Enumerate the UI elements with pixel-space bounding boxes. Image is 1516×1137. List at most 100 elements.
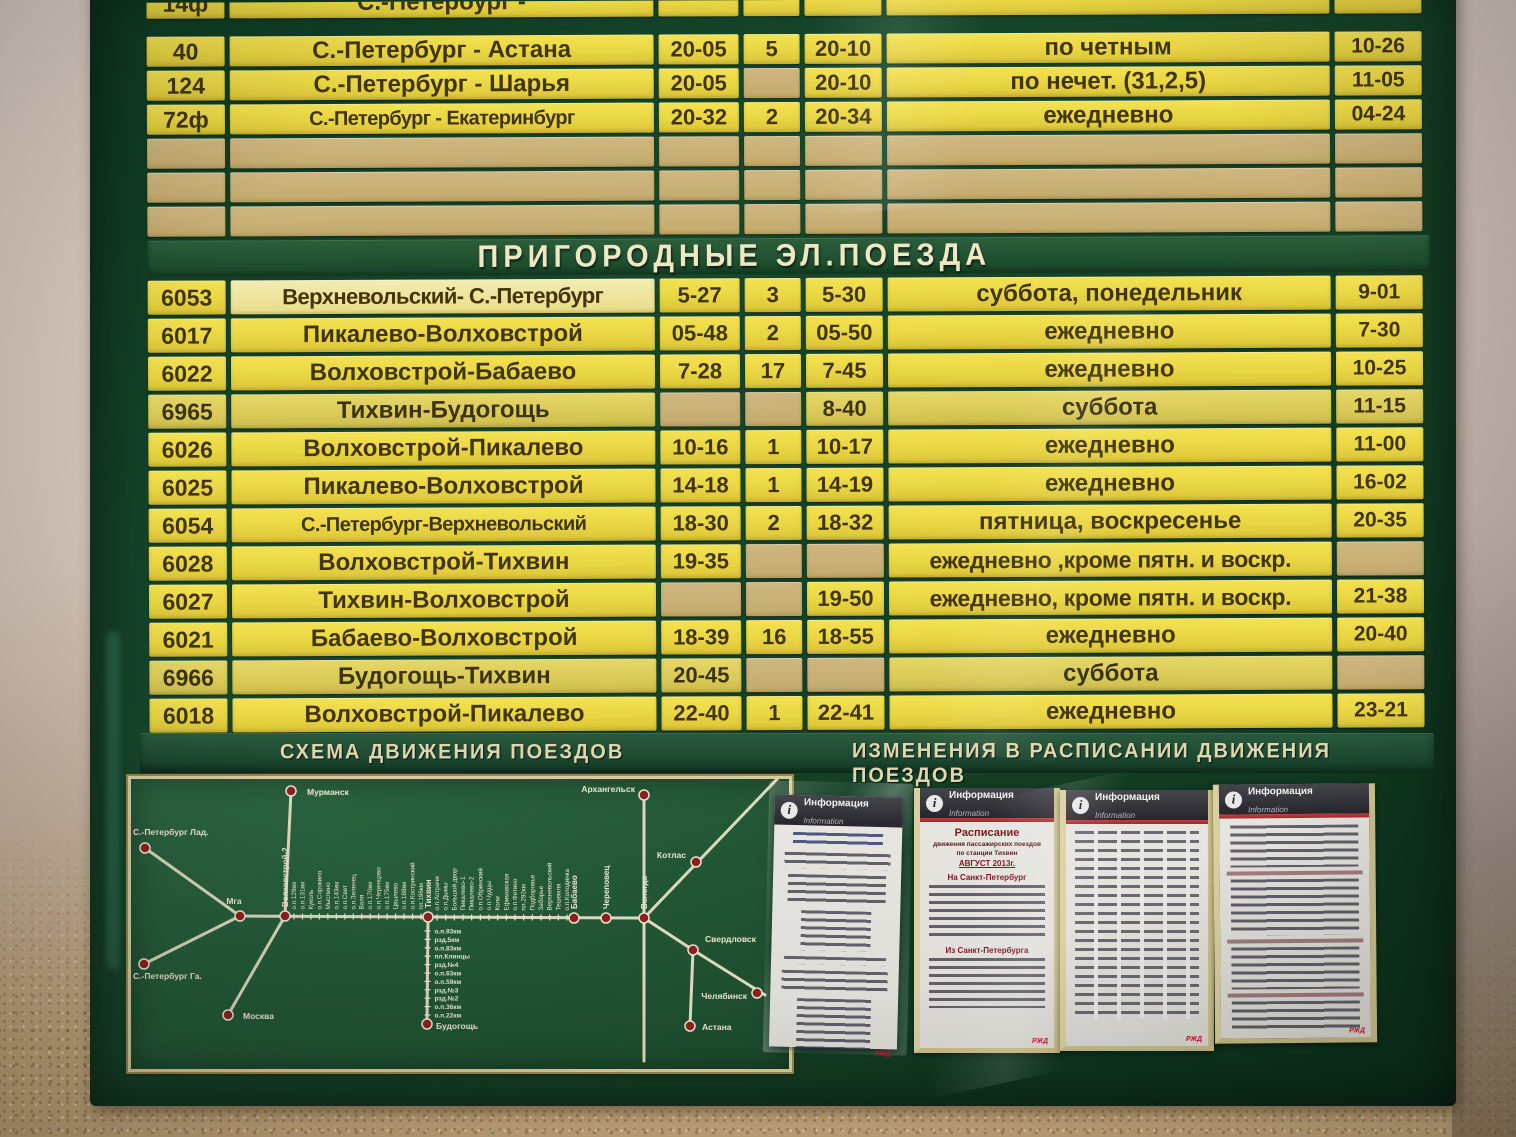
station-dot	[690, 856, 702, 868]
station-label: Свердловск	[705, 934, 757, 944]
stop-label: Мыслино	[325, 882, 332, 910]
track-number	[744, 169, 801, 201]
track-number	[745, 391, 802, 427]
station-dot	[421, 1018, 433, 1030]
arrival-time	[1334, 133, 1423, 164]
stop-label: Верхневольский	[546, 862, 554, 910]
departure-time-2: 8-40	[806, 391, 884, 426]
departure-time: 20-05	[658, 34, 739, 65]
empty-plate-rows	[146, 133, 1429, 237]
arrival-time: 11-05	[1334, 65, 1422, 96]
track-number	[746, 657, 803, 693]
unreadable-text	[783, 955, 887, 967]
track-number	[745, 581, 803, 617]
timetable-row	[147, 201, 1429, 237]
train-number: 6021	[149, 622, 228, 657]
stop-label: Тешемля	[555, 884, 562, 911]
section-divider	[1227, 938, 1364, 944]
track-number: 2	[745, 505, 802, 541]
info-sheet-header: i Информация Information	[920, 788, 1054, 818]
route: Тихвин-Будогощь	[231, 392, 656, 429]
stop-label: о.п.175км	[384, 881, 391, 909]
station-dot	[422, 911, 434, 923]
rail-line	[283, 789, 293, 918]
stop-label: о.п.Чудцы	[486, 881, 493, 911]
timetable-row: 6017 Пикалево-Волховстрой 05-48 2 05-50 ежедн…	[147, 313, 1430, 353]
station-label: С.-Петербург Лад.	[133, 827, 209, 837]
stop-label: о.п.Свет	[342, 885, 349, 910]
stop-label: о.п.93км	[435, 929, 462, 936]
suburban-header-title: ПРИГОРОДНЫЕ ЭЛ.ПОЕЗДА	[477, 237, 992, 275]
info-header-title: Информация	[803, 797, 869, 810]
train-number: 6017	[147, 318, 226, 353]
station-label: Мурманск	[307, 787, 350, 797]
unreadable-table	[1231, 1000, 1361, 1030]
route: Будогощь-Тихвин	[232, 658, 657, 695]
timetable-row: 6053 Верхневольский- С.-Петербург 5-27 3 5-3…	[147, 275, 1430, 315]
operating-days: ежедневно, кроме пятн. и воскр.	[888, 579, 1333, 616]
departure-time: 7-28	[659, 354, 741, 389]
stop-label: о.п.131км	[299, 881, 306, 909]
arrival-time: 7-30	[1335, 313, 1423, 348]
route: Волховстрой-Пикалево	[232, 696, 657, 733]
timetable-row: 6966 Будогощь-Тихвин 20-45 суббота	[149, 655, 1431, 695]
track-number	[743, 0, 800, 17]
stop-label: о.п.Черенцово	[376, 867, 383, 910]
route-map: о.п.129км о.п.131км Куколь о.п.Сорокино Мысл…	[133, 779, 780, 1063]
map-section-title: СХЕМА ДВИЖЕНИЯ ПОЕЗДОВ	[280, 740, 625, 764]
arrival-time: 10-25	[1335, 351, 1424, 386]
station-label: Будогощь	[436, 1021, 478, 1031]
info-icon: i	[1072, 796, 1089, 814]
departure-time	[659, 204, 740, 235]
junction-label: Волховстрой-2	[281, 847, 290, 907]
departure-time: 19-35	[660, 544, 741, 579]
timetable-row: 124 С.-Петербург - Шарья 20-05 20-10 по нече…	[146, 65, 1429, 101]
route: Тихвин-Волховстрой	[231, 582, 657, 619]
arrival-time: 04-24	[1334, 99, 1422, 130]
stop-label: о.п.36км	[435, 1004, 462, 1011]
departure-time: 18-39	[661, 620, 742, 655]
departure-time	[660, 392, 741, 427]
stop-label: Большой двор	[450, 868, 458, 911]
stop-label: пл.Клинцы	[435, 954, 471, 961]
departure-time: 14-18	[660, 468, 741, 503]
departure-time-2: 5-30	[805, 277, 883, 312]
train-number: 6054	[148, 508, 227, 543]
train-number	[146, 138, 226, 169]
wall-right	[1452, 0, 1516, 1137]
stop-label: о.п.Колодинка	[564, 868, 571, 910]
train-number	[147, 206, 226, 237]
rail-line	[238, 914, 649, 920]
route: Волховстрой-Тихвин	[231, 544, 656, 581]
train-number: 40	[146, 36, 225, 67]
stop-label: о.п.Зеленец	[350, 874, 357, 910]
operating-days: ежедневно ,кроме пятн. и воскр.	[888, 541, 1332, 578]
station-dot	[139, 842, 151, 854]
station-dot	[751, 987, 763, 999]
rail-line	[688, 948, 695, 1028]
track-number	[744, 203, 801, 235]
board-frame: 14ф С.-Петербург -40 С.-Петербург - Астана…	[90, 0, 1456, 1106]
rail-line	[642, 916, 695, 952]
departure-time-2	[804, 135, 883, 166]
departure-time-2: 20-10	[804, 33, 882, 64]
operating-days: по четным	[886, 31, 1330, 64]
station-dot	[285, 785, 297, 797]
operating-days: ежедневно	[886, 99, 1330, 132]
stop-label: пл.196км	[418, 883, 425, 909]
train-number: 6025	[148, 470, 227, 505]
operating-days: по нечет. (31,2,5)	[886, 65, 1330, 98]
info-icon: i	[926, 794, 943, 812]
stop-label: Валя	[359, 895, 366, 910]
schedule-subtitle: движения пассажирских поездов	[933, 841, 1041, 848]
info-icon: i	[1224, 790, 1243, 809]
operating-days	[886, 133, 1331, 166]
operating-days	[886, 0, 1330, 16]
track-number: 17	[744, 353, 802, 389]
operating-days: ежедневно	[887, 351, 1332, 388]
train-number: 6022	[147, 356, 227, 391]
junction-label: Тихвин	[424, 879, 433, 908]
stop-label: рзд.5км	[435, 937, 460, 944]
timetable-row: 6021 Бабаево-Волховстрой 18-39 16 18-55 ежедн…	[149, 617, 1431, 657]
track-number: 2	[744, 315, 801, 351]
